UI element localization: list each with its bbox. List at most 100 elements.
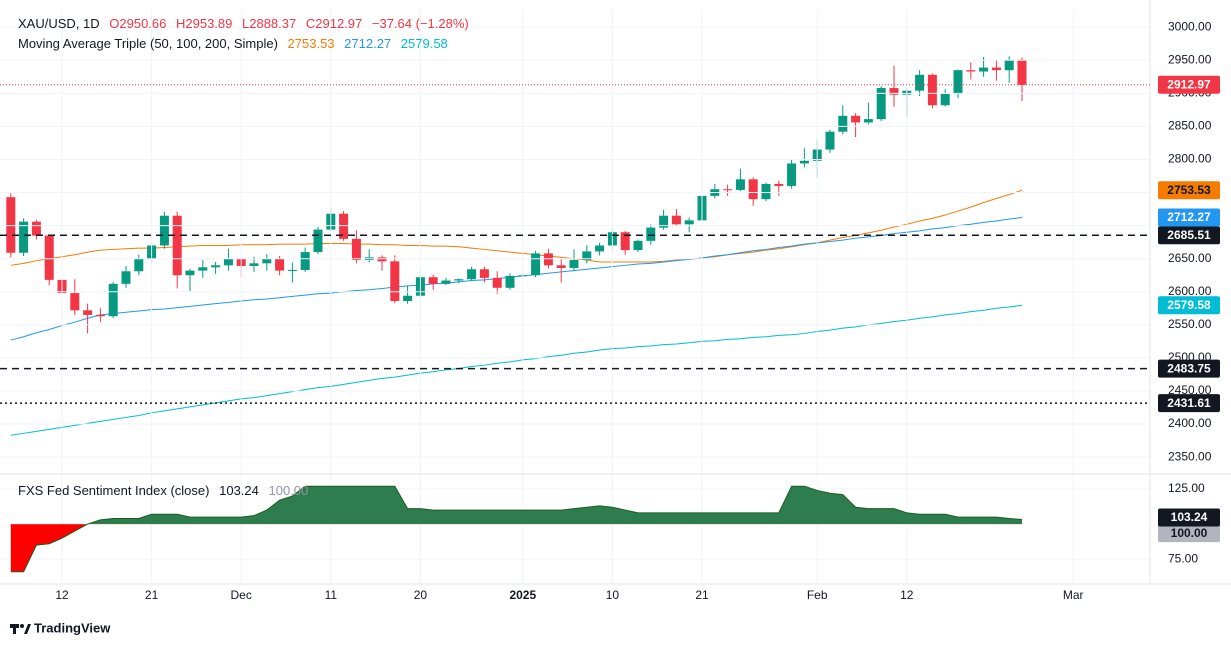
x-tick-label: 10: [606, 588, 620, 602]
candle-body: [211, 265, 221, 268]
candle-body: [287, 269, 297, 271]
candle-body: [339, 213, 349, 239]
y-tick-label: 2550.00: [1168, 317, 1212, 331]
indicator-area-up: [87, 486, 1022, 525]
candle-body: [595, 245, 605, 252]
symbol: XAU/USD, 1D: [18, 16, 100, 31]
candle-body: [799, 160, 809, 164]
candle-body: [543, 253, 553, 266]
candle-body: [428, 277, 438, 284]
x-tick-label: 12: [900, 588, 914, 602]
candle-body: [659, 215, 669, 228]
plot-area: [6, 56, 1027, 436]
price-badge: [1158, 226, 1220, 245]
low-label: L2888.37: [242, 16, 297, 31]
x-tick-label: 21: [695, 588, 709, 602]
candle-body: [684, 220, 694, 225]
price-badge: [1158, 508, 1220, 527]
y-tick-label: 2850.00: [1168, 119, 1212, 133]
candle-body: [313, 229, 323, 253]
candle-body: [748, 179, 758, 200]
price-badge: [1158, 524, 1220, 543]
price-badge-label: 2483.75: [1167, 361, 1211, 375]
price-badge: [1158, 208, 1220, 227]
candle-body: [671, 215, 681, 225]
candle-body: [454, 279, 464, 281]
price-badge: [1158, 75, 1220, 94]
candle-body: [249, 263, 259, 266]
candle-body: [761, 183, 771, 200]
price-badge: [1158, 181, 1220, 200]
candle-body: [95, 314, 105, 317]
price-badge-label: 2579.58: [1167, 298, 1211, 312]
candle-body: [531, 253, 541, 276]
indicator-legend: FXS Fed Sentiment Index (close) 103.24 1…: [18, 483, 314, 498]
candle-body: [851, 115, 861, 123]
candle-body: [927, 74, 937, 106]
y-tick-label: 75.00: [1168, 551, 1198, 565]
candle-body: [966, 70, 976, 72]
candle-body: [915, 74, 925, 91]
high-label: H2953.89: [176, 16, 233, 31]
candle-body: [774, 183, 784, 186]
indicator-title: FXS Fed Sentiment Index (close): [18, 483, 210, 498]
candle-body: [569, 260, 579, 268]
indicator-line: [10, 485, 1023, 573]
candle-body: [134, 258, 144, 272]
y-tick-label: 2650.00: [1168, 251, 1212, 265]
ma-value: 2579.58: [400, 36, 448, 51]
candle-body: [505, 275, 515, 288]
price-badge: [1158, 296, 1220, 315]
candle-body: [940, 94, 950, 106]
price-badge-label: 2431.61: [1167, 396, 1211, 410]
price-badge: [1158, 394, 1220, 413]
y-tick-label: 2350.00: [1168, 449, 1212, 463]
indicator-value: 103.24: [219, 483, 259, 498]
candle-body: [1004, 59, 1014, 71]
candle-body: [262, 258, 272, 264]
candle-body: [70, 293, 80, 311]
x-tick-label: Mar: [1063, 588, 1084, 602]
candle-body: [83, 310, 93, 315]
candle-body: [223, 258, 233, 266]
y-tick-label: 2600.00: [1168, 284, 1212, 298]
candle-body: [1017, 59, 1027, 85]
ma-value: 2753.53: [287, 36, 335, 51]
brand-logo: [10, 624, 31, 634]
x-tick-label: 2025: [509, 588, 536, 602]
candle-body: [390, 261, 400, 302]
candle-body: [825, 131, 835, 150]
candle-body: [108, 283, 118, 317]
ma-title: Moving Average Triple (50, 100, 200, Sim…: [18, 36, 278, 51]
moving-average: [10, 217, 1023, 341]
candle-body: [492, 277, 502, 288]
ma-legend: Moving Average Triple (50, 100, 200, Sim…: [18, 36, 454, 51]
candle-body: [889, 88, 899, 95]
candle-body: [377, 257, 387, 262]
price-badge: [1158, 359, 1220, 378]
candle-body: [876, 88, 886, 120]
candle-body: [735, 179, 745, 190]
candle-body: [275, 258, 285, 271]
y-tick-label: 2950.00: [1168, 52, 1212, 66]
candle-body: [159, 215, 169, 246]
candle-body: [479, 269, 489, 278]
candle-body: [300, 252, 310, 270]
x-tick-label: Dec: [231, 588, 252, 602]
candle-body: [620, 232, 630, 251]
symbol-legend: XAU/USD, 1D O2950.66 H2953.89 L2888.37 C…: [18, 16, 475, 31]
candle-body: [31, 221, 41, 236]
x-tick-label: Feb: [807, 588, 828, 602]
price-badge-label: 100.00: [1171, 526, 1208, 540]
candle-body: [979, 67, 989, 72]
candle-body: [403, 295, 413, 302]
open-label: O2950.66: [109, 16, 167, 31]
price-badge-label: 103.24: [1171, 510, 1208, 524]
y-tick-label: 2450.00: [1168, 383, 1212, 397]
brand-name: TradingView: [34, 620, 111, 635]
candle-body: [19, 221, 29, 253]
price-badge-label: 2685.51: [1167, 228, 1211, 242]
candle-body: [556, 265, 566, 268]
y-tick-label: 2400.00: [1168, 416, 1212, 430]
